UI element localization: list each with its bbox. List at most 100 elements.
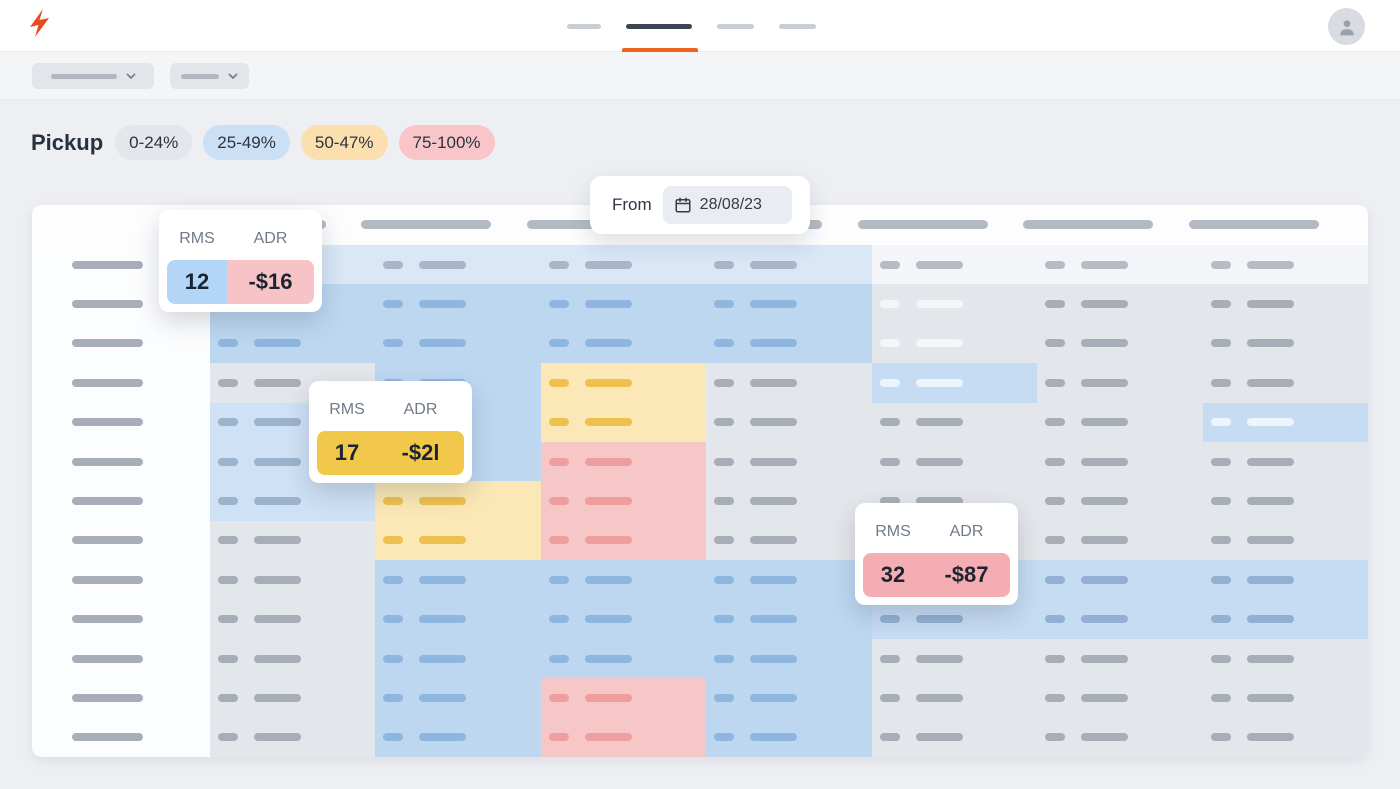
grid-cell[interactable] xyxy=(871,402,1038,442)
grid-cell[interactable] xyxy=(706,520,872,561)
grid-cell[interactable] xyxy=(1202,441,1368,482)
grid-cell[interactable] xyxy=(210,717,376,757)
grid-cell[interactable] xyxy=(210,599,376,639)
grid-cell[interactable] xyxy=(1037,717,1203,757)
grid-cell[interactable] xyxy=(1202,481,1368,521)
placeholder-bar xyxy=(750,378,798,387)
grid-cell[interactable] xyxy=(540,481,707,521)
grid-cell[interactable] xyxy=(540,520,707,561)
grid-cell[interactable] xyxy=(540,560,707,600)
nav-item-2-active[interactable] xyxy=(626,23,692,29)
grid-cell[interactable] xyxy=(1037,441,1203,482)
grid-cell[interactable] xyxy=(375,284,541,324)
grid-cell[interactable] xyxy=(871,717,1038,757)
grid-cell[interactable] xyxy=(871,245,1038,285)
grid-cell[interactable] xyxy=(1202,402,1368,442)
grid-cell[interactable] xyxy=(706,481,872,521)
grid-cell[interactable] xyxy=(1037,599,1203,639)
grid-cell[interactable] xyxy=(540,363,707,403)
grid-cell[interactable] xyxy=(706,560,872,600)
grid-cell[interactable] xyxy=(706,363,872,403)
grid-cell[interactable] xyxy=(540,323,707,364)
filter-dropdown-1[interactable] xyxy=(32,63,154,89)
grid-cell[interactable] xyxy=(375,560,541,600)
grid-cell[interactable] xyxy=(1037,284,1203,324)
grid-cell[interactable] xyxy=(1037,560,1203,600)
grid-cell[interactable] xyxy=(1037,638,1203,679)
grid-cell[interactable] xyxy=(706,441,872,482)
grid-cell[interactable] xyxy=(375,599,541,639)
grid-cell[interactable] xyxy=(540,717,707,757)
grid-cell[interactable] xyxy=(540,678,707,718)
grid-cell[interactable] xyxy=(1202,678,1368,718)
grid-cell[interactable] xyxy=(1202,520,1368,561)
grid-cell[interactable] xyxy=(871,323,1038,364)
grid-cell[interactable] xyxy=(1202,599,1368,639)
grid-cell[interactable] xyxy=(706,717,872,757)
filter-dropdown-2[interactable] xyxy=(170,63,249,89)
placeholder-bar xyxy=(915,339,963,348)
grid-cell[interactable] xyxy=(871,599,1038,639)
grid-cell[interactable] xyxy=(1037,323,1203,364)
grid-cell[interactable] xyxy=(540,638,707,679)
grid-cell[interactable] xyxy=(540,245,707,285)
placeholder-bar xyxy=(584,457,632,466)
grid-cell[interactable] xyxy=(210,323,376,364)
grid-cell[interactable] xyxy=(706,599,872,639)
nav-item-3[interactable] xyxy=(717,23,754,29)
grid-cell[interactable] xyxy=(1202,363,1368,403)
legend-pill-50-74[interactable]: 50-47% xyxy=(300,125,388,160)
grid-cell[interactable] xyxy=(375,481,541,521)
grid-cell[interactable] xyxy=(706,323,872,364)
grid-cell[interactable] xyxy=(1202,323,1368,364)
grid-cell[interactable] xyxy=(706,638,872,679)
brand-logo[interactable] xyxy=(26,7,52,39)
placeholder-bar xyxy=(383,575,404,584)
placeholder-bar xyxy=(750,733,798,742)
grid-cell[interactable] xyxy=(871,284,1038,324)
legend-pill-25-49[interactable]: 25-49% xyxy=(203,125,290,160)
grid-cell[interactable] xyxy=(375,717,541,757)
grid-cell[interactable] xyxy=(375,323,541,364)
grid-cell[interactable] xyxy=(706,245,872,285)
grid-cell[interactable] xyxy=(375,520,541,561)
grid-cell[interactable] xyxy=(871,441,1038,482)
grid-cell[interactable] xyxy=(1202,717,1368,757)
grid-cell[interactable] xyxy=(210,481,376,521)
grid-cell[interactable] xyxy=(540,441,707,482)
grid-cell[interactable] xyxy=(1202,245,1368,285)
grid-cell[interactable] xyxy=(706,678,872,718)
nav-item-1[interactable] xyxy=(567,23,601,29)
grid-cell[interactable] xyxy=(1037,678,1203,718)
grid-cell[interactable] xyxy=(1202,638,1368,679)
user-avatar[interactable] xyxy=(1328,8,1365,45)
grid-cell[interactable] xyxy=(375,638,541,679)
legend-pill-75-100[interactable]: 75-100% xyxy=(398,125,495,160)
grid-cell[interactable] xyxy=(1202,284,1368,324)
grid-cell[interactable] xyxy=(706,402,872,442)
nav-item-4[interactable] xyxy=(779,23,816,29)
grid-cell[interactable] xyxy=(1037,402,1203,442)
grid-cell[interactable] xyxy=(210,560,376,600)
grid-cell[interactable] xyxy=(1037,363,1203,403)
grid-cell[interactable] xyxy=(210,638,376,679)
grid-cell[interactable] xyxy=(1202,560,1368,600)
grid-cell[interactable] xyxy=(1037,245,1203,285)
grid-cell[interactable] xyxy=(871,678,1038,718)
grid-cell[interactable] xyxy=(1037,481,1203,521)
grid-cell[interactable] xyxy=(210,520,376,561)
placeholder-bar xyxy=(1188,220,1319,229)
grid-cell[interactable] xyxy=(375,678,541,718)
grid-cell[interactable] xyxy=(210,678,376,718)
legend-pill-0-24[interactable]: 0-24% xyxy=(115,125,193,160)
grid-cell[interactable] xyxy=(540,402,707,442)
grid-cell[interactable] xyxy=(706,284,872,324)
date-input[interactable]: 28/08/23 xyxy=(662,186,792,224)
grid-cell[interactable] xyxy=(871,363,1038,403)
grid-cell[interactable] xyxy=(540,599,707,639)
grid-cell[interactable] xyxy=(375,245,541,285)
grid-cell[interactable] xyxy=(540,284,707,324)
grid-cell[interactable] xyxy=(1037,520,1203,561)
grid-cell[interactable] xyxy=(871,638,1038,679)
placeholder-bar xyxy=(383,733,404,742)
